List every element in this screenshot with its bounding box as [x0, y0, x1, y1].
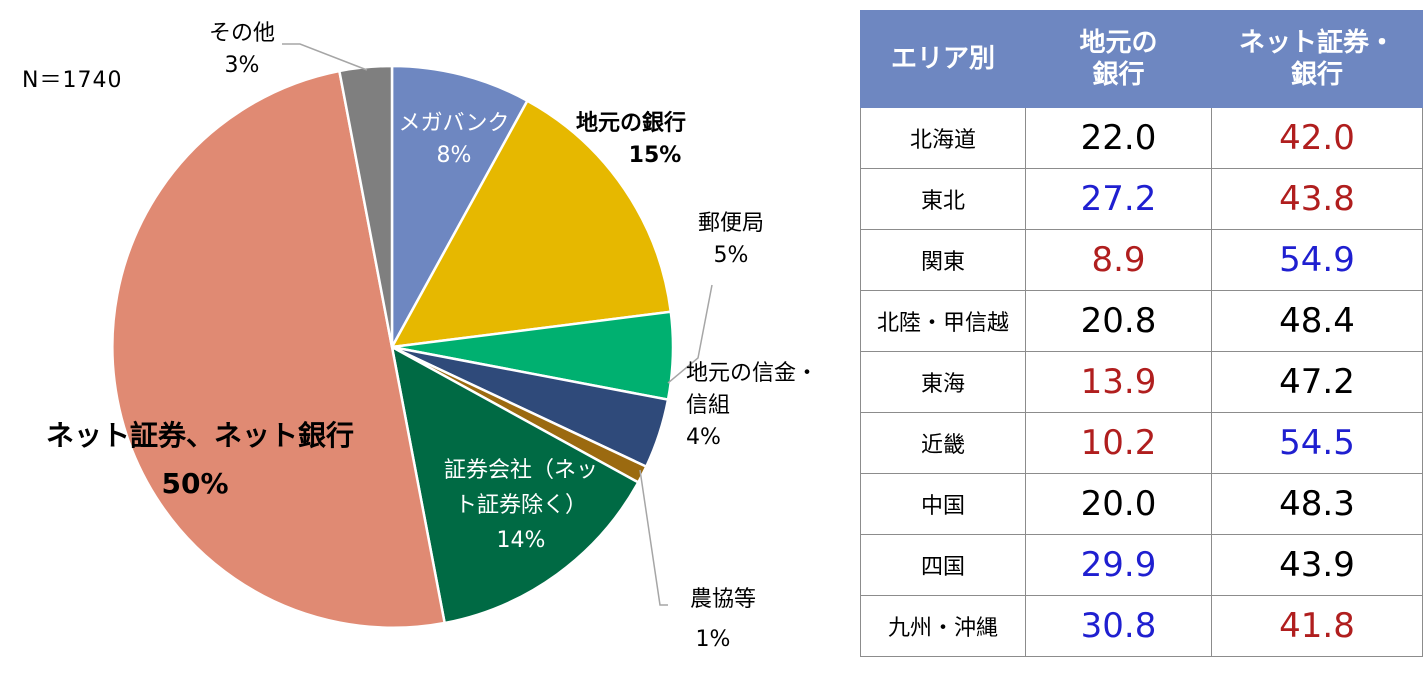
- pie-slice-other: [337, 64, 394, 348]
- slice-label-megabank: メガバンク 8%: [398, 111, 510, 168]
- area-cell: 北陸・甲信越: [860, 290, 1026, 352]
- area-table: エリア別 地元の 銀行 ネット証券・ 銀行 北海道 22.0 42.0 東北 27.2 4…: [860, 10, 1423, 657]
- area-cell: 東北: [860, 168, 1026, 230]
- area-cell: 東海: [860, 351, 1026, 413]
- area-cell: 北海道: [860, 107, 1026, 169]
- header-local-bank: 地元の 銀行: [1025, 10, 1212, 108]
- local-bank-cell: 30.8: [1025, 595, 1212, 657]
- pie-slice-securities: [390, 344, 640, 625]
- local-bank-cell: 13.9: [1025, 351, 1212, 413]
- area-cell: 四国: [860, 534, 1026, 596]
- net-cell: 54.9: [1211, 229, 1423, 291]
- table-row: 東海 13.9 47.2: [860, 351, 1423, 413]
- slice-label-post: 郵便局 5%: [697, 211, 764, 268]
- table-header-row: エリア別 地元の 銀行 ネット証券・ 銀行: [860, 10, 1423, 108]
- table-row: 東北 27.2 43.8: [860, 168, 1423, 230]
- area-cell: 中国: [860, 473, 1026, 535]
- table-row: 四国 29.9 43.9: [860, 534, 1423, 596]
- table-row: 近畿 10.2 54.5: [860, 412, 1423, 474]
- net-cell: 43.9: [1211, 534, 1423, 596]
- sample-size-label: N＝1740: [22, 68, 123, 93]
- slice-label-local-bank: 地元の銀行 15%: [575, 111, 686, 168]
- leader-line-post: [667, 284, 713, 384]
- table-row: 北海道 22.0 42.0: [860, 107, 1423, 169]
- header-area: エリア別: [860, 10, 1026, 108]
- slice-label-net: ネット証券、ネット銀行 50%: [45, 419, 354, 500]
- net-cell: 47.2: [1211, 351, 1423, 413]
- table-row: 中国 20.0 48.3: [860, 473, 1423, 535]
- local-bank-cell: 20.8: [1025, 290, 1212, 352]
- local-bank-cell: 22.0: [1025, 107, 1212, 169]
- slice-label-shinkin: 地元の信金・ 信組 4%: [686, 361, 819, 450]
- local-bank-cell: 27.2: [1025, 168, 1212, 230]
- local-bank-cell: 29.9: [1025, 534, 1212, 596]
- net-cell: 48.3: [1211, 473, 1423, 535]
- net-cell: 41.8: [1211, 595, 1423, 657]
- slice-label-securities: 証券会社（ネッ ト証券除く） 14%: [443, 458, 598, 554]
- pie-slice-megabank: [390, 64, 530, 348]
- local-bank-cell: 10.2: [1025, 412, 1212, 474]
- slice-label-other: その他 3%: [208, 21, 275, 78]
- area-cell: 近畿: [860, 412, 1026, 474]
- net-cell: 48.4: [1211, 290, 1423, 352]
- net-cell: 43.8: [1211, 168, 1423, 230]
- table-row: 関東 8.9 54.9: [860, 229, 1423, 291]
- area-cell: 関東: [860, 229, 1026, 291]
- slice-label-nokyo: 農協等 1%: [689, 587, 756, 652]
- local-bank-cell: 20.0: [1025, 473, 1212, 535]
- pie-slice-net: [111, 69, 447, 629]
- table-row: 九州・沖縄 30.8 41.8: [860, 595, 1423, 657]
- pie-chart: [111, 43, 713, 629]
- table-row: 北陸・甲信越 20.8 48.4: [860, 290, 1423, 352]
- header-net: ネット証券・ 銀行: [1211, 10, 1423, 108]
- net-cell: 42.0: [1211, 107, 1423, 169]
- net-cell: 54.5: [1211, 412, 1423, 474]
- leader-line-nokyo: [639, 469, 668, 606]
- leader-line-other: [282, 43, 368, 71]
- local-bank-cell: 8.9: [1025, 229, 1212, 291]
- pie-slice-local-bank: [389, 99, 673, 349]
- area-cell: 九州・沖縄: [860, 595, 1026, 657]
